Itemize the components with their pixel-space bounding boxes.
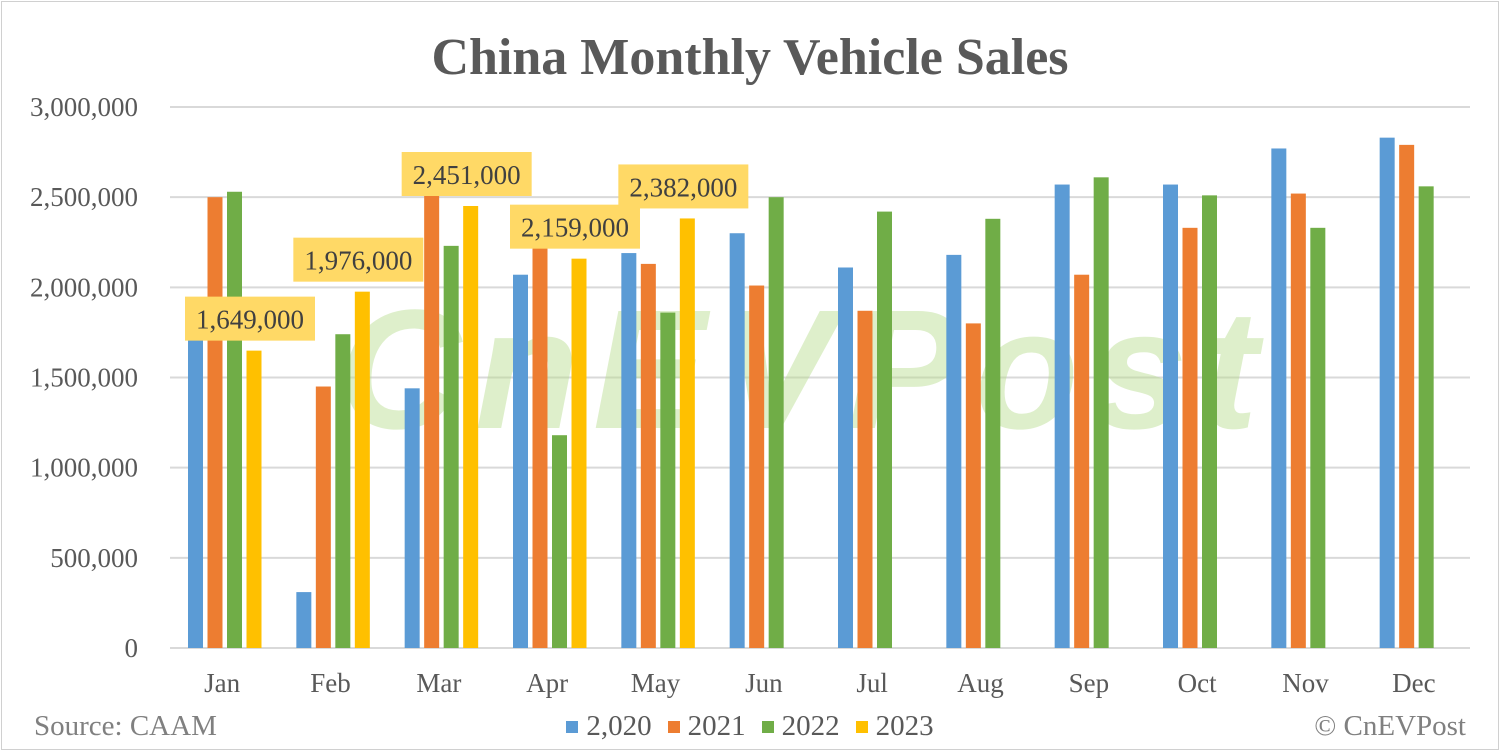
data-label: 2,159,000 bbox=[521, 213, 629, 243]
legend-item: 2023 bbox=[855, 710, 934, 743]
data-label-box bbox=[510, 204, 640, 249]
bar-2021-Mar bbox=[424, 191, 440, 649]
legend-item: 2,020 bbox=[566, 710, 652, 743]
bar-2023-Feb bbox=[354, 291, 370, 648]
x-tick-label: Nov bbox=[1282, 668, 1329, 698]
bar-2021-Jul bbox=[857, 310, 873, 648]
bar-2021-Dec bbox=[1399, 144, 1415, 648]
legend-label: 2023 bbox=[875, 710, 934, 742]
bar-2021-Feb bbox=[315, 386, 331, 648]
bar-2021-Sep bbox=[1074, 274, 1090, 648]
bar-2022-Mar bbox=[443, 245, 459, 648]
data-label: 2,451,000 bbox=[413, 160, 521, 190]
bar-2020-Jan bbox=[188, 298, 203, 648]
bar-2022-Oct bbox=[1202, 195, 1217, 648]
bar-2023-May bbox=[679, 218, 695, 649]
bar-2021-May bbox=[640, 263, 656, 648]
bar-2020-Jul bbox=[838, 267, 853, 648]
bar-2021-Jun bbox=[749, 285, 765, 648]
x-tick-label: Feb bbox=[310, 668, 351, 698]
y-tick-label: 3,000,000 bbox=[30, 92, 138, 122]
legend-label: 2,020 bbox=[586, 710, 652, 742]
legend-swatch bbox=[667, 720, 680, 733]
bar-2022-Jun bbox=[768, 197, 784, 648]
bar-2021-Nov bbox=[1290, 193, 1306, 648]
bar-2022-Apr bbox=[552, 435, 567, 648]
bar-2020-May bbox=[621, 253, 637, 648]
legend-label: 2022 bbox=[781, 710, 840, 742]
data-label: 2,382,000 bbox=[629, 172, 737, 202]
x-tick-label: Jan bbox=[204, 668, 240, 698]
y-tick-label: 1,000,000 bbox=[30, 453, 138, 483]
bar-2020-Sep bbox=[1054, 184, 1070, 648]
x-tick-label: May bbox=[631, 668, 681, 698]
bar-2020-Nov bbox=[1271, 148, 1287, 648]
bar-2022-Jan bbox=[227, 191, 242, 649]
chart-title: China Monthly Vehicle Sales bbox=[431, 29, 1069, 86]
bar-2020-Mar bbox=[404, 388, 420, 648]
bar-2020-Aug bbox=[946, 254, 962, 648]
x-tick-label: Oct bbox=[1178, 668, 1217, 698]
bar-2021-Jan bbox=[207, 197, 223, 648]
x-tick-label: Jul bbox=[856, 668, 888, 698]
bar-2022-Sep bbox=[1093, 177, 1109, 648]
x-tick-label: Jun bbox=[745, 668, 783, 698]
y-tick-label: 1,500,000 bbox=[30, 363, 138, 393]
watermark-logo: CnEVPost bbox=[338, 275, 1272, 465]
legend-swatch bbox=[761, 720, 774, 733]
bar-2022-Aug bbox=[985, 218, 1001, 648]
data-label-box bbox=[185, 296, 315, 341]
data-label-box bbox=[618, 164, 749, 209]
bar-2022-Nov bbox=[1310, 227, 1326, 648]
legend-item: 2022 bbox=[761, 710, 840, 743]
bar-2021-Aug bbox=[965, 323, 981, 648]
bar-2020-Jun bbox=[729, 233, 745, 648]
data-label: 1,976,000 bbox=[304, 246, 412, 276]
legend-swatch bbox=[855, 720, 868, 733]
source-note: Source: CAAM bbox=[34, 710, 217, 742]
data-label-box bbox=[401, 152, 532, 197]
bar-2020-Oct bbox=[1163, 184, 1178, 648]
bar-2021-Oct bbox=[1182, 227, 1198, 648]
bar-2022-Jul bbox=[877, 211, 892, 649]
y-tick-label: 500,000 bbox=[50, 543, 138, 573]
bar-2023-Jan bbox=[246, 350, 262, 648]
bar-2022-May bbox=[660, 312, 676, 648]
copyright-note: © CnEVPost bbox=[1314, 710, 1466, 742]
data-label-box bbox=[293, 237, 424, 282]
bar-2020-Apr bbox=[513, 274, 528, 648]
x-tick-label: Dec bbox=[1392, 668, 1435, 698]
x-tick-label: Apr bbox=[526, 668, 568, 698]
bar-2023-Apr bbox=[571, 258, 587, 648]
bar-2023-Mar bbox=[463, 206, 479, 649]
bar-2022-Feb bbox=[335, 334, 351, 648]
y-tick-label: 2,500,000 bbox=[30, 182, 138, 212]
legend-label: 2021 bbox=[687, 710, 746, 742]
legend-item: 2021 bbox=[667, 710, 746, 743]
legend: 2,020 2021 2022 2023 bbox=[0, 710, 1500, 743]
bar-2022-Dec bbox=[1418, 186, 1434, 648]
legend-swatch bbox=[566, 720, 579, 733]
x-tick-label: Sep bbox=[1069, 668, 1110, 698]
data-label: 1,649,000 bbox=[196, 305, 304, 335]
y-tick-label: 2,000,000 bbox=[30, 272, 138, 302]
bar-2020-Feb bbox=[296, 592, 312, 648]
bar-2021-Apr bbox=[532, 242, 548, 648]
x-tick-label: Aug bbox=[957, 668, 1004, 698]
x-tick-label: Mar bbox=[416, 668, 461, 698]
bar-2020-Dec bbox=[1379, 137, 1395, 648]
y-tick-label: 0 bbox=[125, 633, 139, 663]
